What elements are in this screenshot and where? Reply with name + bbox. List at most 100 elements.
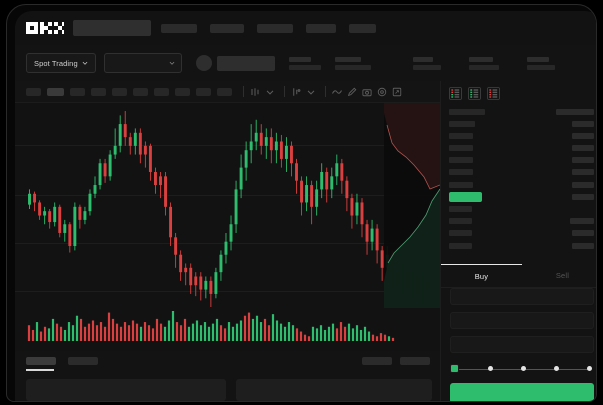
orderbook-row[interactable] <box>449 241 594 250</box>
candlestick-chart[interactable] <box>15 103 440 351</box>
amount-percent-slider[interactable] <box>450 364 594 374</box>
orderbook-amount-cell <box>572 193 594 200</box>
bottom-panel-list <box>26 379 432 401</box>
orderbook-price-cell <box>449 169 473 176</box>
orderbook-row[interactable] <box>449 168 594 177</box>
chevron-down-icon[interactable] <box>264 86 276 98</box>
timeframe-button-0[interactable] <box>26 87 41 96</box>
orderbook-row[interactable] <box>449 217 594 226</box>
ticker-stat-3 <box>468 56 499 70</box>
slider-step-25[interactable] <box>488 366 493 371</box>
slider-step-50[interactable] <box>521 366 526 371</box>
timeframe-button-7[interactable] <box>175 87 190 96</box>
camera-icon[interactable] <box>361 86 373 98</box>
orderbook-amount-cell <box>570 218 594 225</box>
orderbook-rows[interactable] <box>441 105 596 250</box>
slider-handle[interactable] <box>450 364 459 373</box>
spot-trading-dropdown[interactable]: Spot Trading <box>26 53 96 73</box>
nav-item-0[interactable] <box>161 23 197 33</box>
spot-trading-label: Spot Trading <box>34 58 78 68</box>
orderbook-row[interactable] <box>449 107 594 116</box>
tab-buy[interactable]: Buy <box>441 264 522 287</box>
depth-chart-overlay <box>384 103 440 308</box>
orderbook-bids-icon[interactable] <box>468 87 481 100</box>
bottom-tab-0[interactable] <box>26 357 56 365</box>
orderbook-amount-cell <box>572 181 594 188</box>
nav-item-4[interactable] <box>349 23 376 33</box>
orderbook-row[interactable] <box>449 131 594 140</box>
bottom-panel-1[interactable] <box>236 379 432 401</box>
ticker-stat-label <box>468 56 493 62</box>
timeframe-button-8[interactable] <box>196 87 211 96</box>
order-price-field[interactable] <box>450 288 594 305</box>
orderbook-price-cell <box>449 145 473 152</box>
bottom-action-1[interactable] <box>400 357 430 365</box>
orderbook-price-cell <box>449 242 472 249</box>
fullscreen-icon[interactable] <box>391 86 403 98</box>
orderbook-row[interactable] <box>449 205 594 214</box>
coin-avatar-icon <box>195 55 212 71</box>
bottom-actions <box>362 357 430 365</box>
ticker-stat-label <box>526 56 549 62</box>
order-amount-field[interactable] <box>450 312 594 329</box>
orderbook-amount-cell <box>572 230 594 237</box>
orderbook-amount-cell <box>572 120 594 127</box>
bottom-tab-1[interactable] <box>68 357 98 365</box>
timeframe-button-4[interactable] <box>112 87 127 96</box>
timeframe-button-1[interactable] <box>47 87 64 96</box>
timeframe-button-9[interactable] <box>217 87 232 96</box>
ticker-stat-value <box>334 64 371 70</box>
orderbook-row[interactable] <box>449 180 594 189</box>
indicator-icon[interactable] <box>290 86 302 98</box>
chart-gridline <box>15 291 440 292</box>
orderbook-row[interactable] <box>449 229 594 238</box>
line-wave-icon[interactable] <box>331 86 343 98</box>
orderbook-row[interactable] <box>449 119 594 128</box>
bottom-panel-0[interactable] <box>26 379 226 401</box>
timeframe-button-5[interactable] <box>133 87 148 96</box>
tablet-bezel: Spot Trading <box>6 4 597 402</box>
nav-item-2[interactable] <box>257 23 293 33</box>
orderbook-price-cell <box>449 218 472 225</box>
bottom-action-0[interactable] <box>362 357 392 365</box>
orderbook-price-cell <box>449 230 472 237</box>
ticker-stat-label <box>412 56 433 62</box>
candlestick-type-icon[interactable] <box>249 86 261 98</box>
chevron-down-icon[interactable] <box>305 86 317 98</box>
orderbook-price-cell <box>449 108 485 115</box>
ticker-stat-label <box>288 56 311 62</box>
submit-buy-button[interactable] <box>450 383 594 401</box>
chart-gridline <box>15 145 440 146</box>
pair-selector-dropdown[interactable] <box>103 53 182 73</box>
top-navigation-bar <box>15 11 596 45</box>
slider-step-75[interactable] <box>554 366 559 371</box>
pencil-icon[interactable] <box>346 86 358 98</box>
orderbook-amount-cell <box>572 145 594 152</box>
chart-toolbar <box>15 81 440 103</box>
chevron-down-icon <box>82 61 88 65</box>
chart-gridline <box>15 195 440 196</box>
orderbook-price-cell <box>449 157 473 164</box>
nav-item-1[interactable] <box>210 23 244 33</box>
slider-step-100[interactable] <box>587 366 592 371</box>
toolbar-divider <box>325 86 326 97</box>
orderbook-mixed-icon[interactable] <box>449 87 462 100</box>
order-total-field[interactable] <box>450 336 594 353</box>
okx-logo-icon[interactable] <box>26 21 64 36</box>
orderbook-asks-icon[interactable] <box>487 87 500 100</box>
nav-item-3[interactable] <box>306 23 336 33</box>
search-input[interactable] <box>73 20 151 36</box>
orderbook-amount-cell <box>572 132 594 139</box>
timeframe-button-2[interactable] <box>70 87 85 96</box>
volume-histogram <box>27 311 395 341</box>
orderbook-row[interactable] <box>449 144 594 153</box>
settings-gear-icon[interactable] <box>376 86 388 98</box>
timeframe-button-6[interactable] <box>154 87 169 96</box>
toolbar-divider <box>243 86 244 97</box>
tab-sell[interactable]: Sell <box>555 271 570 280</box>
orderbook-row[interactable] <box>449 191 594 202</box>
orderbook-row[interactable] <box>449 156 594 165</box>
ticker-stat-value <box>288 64 321 70</box>
timeframe-button-3[interactable] <box>91 87 106 96</box>
